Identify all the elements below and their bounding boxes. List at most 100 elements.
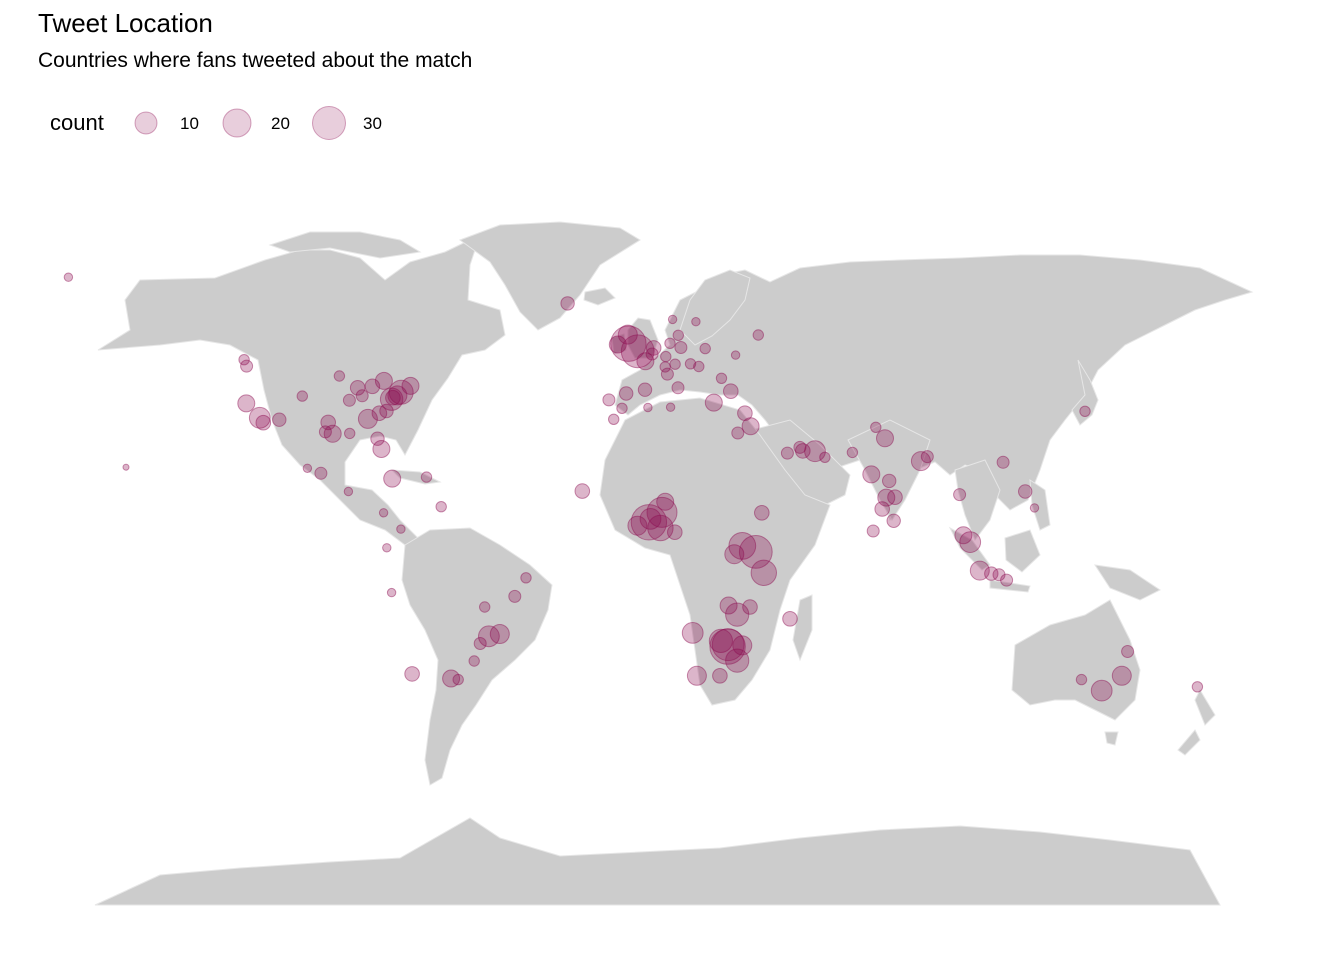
tweet-point-114 bbox=[793, 440, 807, 454]
land-ireland bbox=[611, 333, 627, 355]
legend-key-10 bbox=[134, 111, 158, 135]
tweet-point-82 bbox=[608, 413, 620, 425]
tweet-point-8 bbox=[296, 390, 308, 402]
land-new-guinea bbox=[1093, 564, 1161, 601]
tweet-point-121 bbox=[882, 473, 897, 489]
tweet-point-57 bbox=[674, 341, 688, 354]
tweet-point-31 bbox=[343, 486, 354, 497]
tweet-point-18 bbox=[388, 379, 414, 405]
tweet-point-103 bbox=[711, 628, 745, 662]
tweet-point-96 bbox=[724, 544, 745, 565]
tweet-point-25 bbox=[333, 370, 346, 382]
chart-title: Tweet Location bbox=[38, 8, 213, 38]
tweet-point-79 bbox=[752, 329, 764, 341]
tweet-point-122 bbox=[910, 451, 931, 472]
tweet-point-7 bbox=[272, 412, 287, 427]
tweet-point-140 bbox=[1075, 673, 1088, 686]
land-java bbox=[989, 579, 1031, 593]
tweet-point-107 bbox=[712, 668, 728, 684]
tweet-point-105 bbox=[725, 648, 750, 673]
tweet-point-111 bbox=[795, 443, 811, 459]
land-south-america bbox=[401, 527, 553, 786]
tweet-point-133 bbox=[1000, 573, 1014, 587]
tweet-point-126 bbox=[866, 524, 880, 538]
tweet-point-42 bbox=[508, 589, 522, 603]
legend-key-30 bbox=[312, 106, 346, 140]
tweet-point-136 bbox=[1029, 503, 1040, 513]
land-indochina bbox=[954, 459, 1001, 542]
tweet-point-119 bbox=[877, 488, 896, 507]
tweet-point-142 bbox=[1191, 681, 1204, 693]
tweet-point-73 bbox=[693, 360, 705, 373]
land-philippines bbox=[1029, 479, 1051, 531]
tweet-point-120 bbox=[887, 489, 903, 506]
land-cuba bbox=[390, 469, 442, 485]
tweet-points bbox=[63, 272, 1204, 702]
tweet-point-50 bbox=[610, 325, 647, 362]
land-tasmania bbox=[1104, 731, 1119, 746]
tweet-point-54 bbox=[636, 352, 655, 371]
size-legend: count 10 20 30 bbox=[50, 100, 450, 148]
tweet-point-12 bbox=[344, 427, 356, 440]
tweet-point-65 bbox=[637, 382, 653, 397]
land-sumatra bbox=[948, 526, 991, 571]
tweet-point-124 bbox=[886, 513, 901, 528]
tweet-point-74 bbox=[715, 372, 728, 384]
tweet-point-61 bbox=[659, 361, 671, 373]
tweet-point-91 bbox=[627, 515, 648, 536]
land-japan bbox=[1071, 359, 1099, 426]
tweet-point-21 bbox=[374, 371, 393, 390]
tweet-point-95 bbox=[750, 559, 777, 586]
tweet-point-97 bbox=[754, 505, 770, 521]
tweet-point-35 bbox=[378, 508, 389, 518]
tweet-point-39 bbox=[479, 601, 491, 613]
tweet-point-36 bbox=[396, 524, 406, 534]
tweet-point-68 bbox=[672, 329, 684, 341]
tweet-point-22 bbox=[364, 378, 381, 395]
tweet-point-84 bbox=[643, 402, 653, 413]
tweet-point-3 bbox=[248, 406, 271, 429]
tweet-point-58 bbox=[664, 337, 676, 349]
tweet-point-75 bbox=[704, 393, 723, 412]
legend-label-10: 10 bbox=[180, 114, 199, 133]
legend-key-20 bbox=[222, 108, 252, 138]
tweet-point-113 bbox=[819, 451, 831, 463]
land-new-zealand bbox=[1177, 688, 1216, 756]
tweet-point-23 bbox=[355, 389, 369, 403]
tweet-point-98 bbox=[719, 596, 738, 615]
tweet-point-116 bbox=[870, 421, 882, 433]
chart-subtitle: Countries where fans tweeted about the m… bbox=[38, 49, 473, 72]
tweet-point-45 bbox=[468, 655, 480, 667]
tweet-point-109 bbox=[782, 611, 798, 627]
tweet-point-1 bbox=[122, 463, 130, 471]
tweet-point-49 bbox=[560, 296, 575, 311]
land-layer bbox=[94, 221, 1254, 906]
tweet-point-5 bbox=[240, 359, 254, 373]
tweet-point-0 bbox=[63, 272, 74, 282]
tweet-point-77 bbox=[737, 405, 753, 422]
tweet-point-131 bbox=[984, 566, 999, 581]
tweet-point-80 bbox=[730, 350, 741, 360]
tweet-point-41 bbox=[489, 624, 510, 644]
tweet-point-9 bbox=[320, 414, 337, 431]
tweet-point-94 bbox=[728, 532, 757, 560]
tweet-point-13 bbox=[349, 380, 366, 396]
tweet-point-69 bbox=[691, 317, 701, 327]
tweet-point-83 bbox=[665, 402, 676, 412]
tweet-point-60 bbox=[669, 358, 681, 370]
tweet-point-20 bbox=[401, 376, 420, 395]
land-north-america bbox=[97, 234, 506, 546]
land-borneo bbox=[1004, 529, 1041, 573]
tweet-point-11 bbox=[318, 425, 332, 439]
tweet-point-46 bbox=[442, 669, 461, 688]
tweet-point-4 bbox=[255, 414, 272, 431]
tweet-point-141 bbox=[1121, 645, 1135, 658]
tweet-point-118 bbox=[862, 465, 881, 484]
tweet-point-104 bbox=[708, 628, 734, 654]
tweet-point-10 bbox=[323, 424, 342, 443]
tweet-point-53 bbox=[617, 324, 638, 345]
tweet-point-48 bbox=[452, 673, 464, 686]
tweet-point-27 bbox=[379, 403, 394, 419]
tweet-point-16 bbox=[370, 431, 385, 446]
